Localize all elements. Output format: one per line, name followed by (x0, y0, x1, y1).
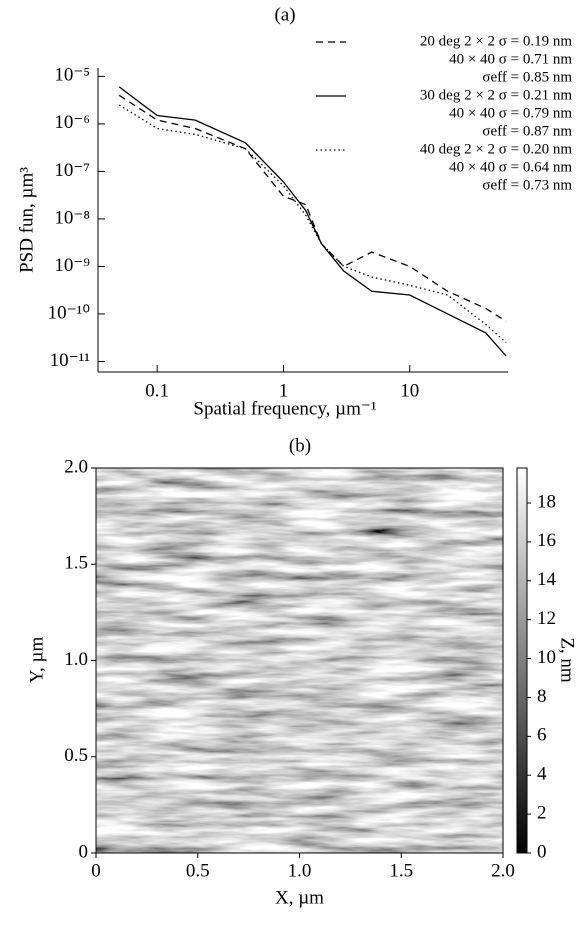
x-tick-label: 0 (91, 860, 101, 881)
x-tick-label: 1 (279, 380, 289, 401)
z-tick-label: 14 (537, 569, 557, 590)
z-tick-label: 10 (537, 647, 556, 668)
x-axis-label: Spatial frequency, µm⁻¹ (193, 398, 376, 419)
y-tick-label: 10⁻¹⁰ (48, 302, 90, 323)
x-tick-label: 0.5 (186, 860, 210, 881)
y-tick-label: 10⁻⁶ (54, 112, 90, 133)
x-tick-label: 1.0 (288, 860, 312, 881)
legend-note: σeff = 0.73 nm (482, 177, 572, 193)
y-tick-label: 2.0 (64, 456, 88, 477)
legend-note: σeff = 0.87 nm (482, 123, 572, 139)
z-tick-label: 8 (537, 686, 547, 707)
legend-entry: 40 deg 2 × 2 σ = 0.20 nm (420, 141, 572, 157)
z-tick-label: 12 (537, 608, 556, 629)
z-tick-label: 6 (537, 725, 547, 746)
x-tick-label: 10 (400, 380, 419, 401)
legend-entry: 30 deg 2 × 2 σ = 0.21 nm (420, 87, 572, 103)
x-axis-label: X, µm (275, 887, 324, 908)
y-tick-label: 0 (79, 841, 89, 862)
x-tick-label: 1.5 (389, 860, 413, 881)
afm-image (96, 468, 503, 853)
x-tick-label: 2.0 (491, 860, 515, 881)
z-tick-label: 4 (537, 764, 547, 785)
colorbar (516, 467, 528, 854)
y-tick-label: 1.5 (64, 553, 88, 574)
chart-title: (b) (289, 435, 311, 456)
y-tick-label: 1.0 (64, 649, 88, 670)
y-tick-label: 10⁻¹¹ (50, 350, 91, 371)
series-line (118, 86, 507, 357)
z-axis-label: Z, nm (557, 637, 577, 683)
legend-note: 40 × 40 σ = 0.64 nm (449, 159, 572, 175)
y-axis-label: PSD fun, µm³ (16, 167, 37, 273)
z-tick-label: 18 (537, 491, 556, 512)
y-tick-label: 10⁻⁷ (54, 160, 90, 181)
legend-note: σeff = 0.85 nm (482, 69, 572, 85)
chart-title: (a) (274, 4, 295, 25)
y-axis-label: Y, µm (26, 637, 47, 684)
y-tick-label: 0.5 (64, 745, 88, 766)
y-tick-label: 10⁻⁵ (54, 65, 90, 86)
y-tick-label: 10⁻⁸ (54, 207, 90, 228)
legend-note: 40 × 40 σ = 0.71 nm (449, 51, 572, 67)
z-tick-label: 16 (537, 530, 556, 551)
z-tick-label: 2 (537, 802, 547, 823)
y-tick-label: 10⁻⁹ (54, 255, 90, 276)
series-line (118, 94, 507, 322)
legend-note: 40 × 40 σ = 0.79 nm (449, 105, 572, 121)
legend-entry: 20 deg 2 × 2 σ = 0.19 nm (420, 33, 572, 49)
z-tick-label: 0 (537, 841, 547, 862)
x-tick-label: 0.1 (145, 380, 169, 401)
